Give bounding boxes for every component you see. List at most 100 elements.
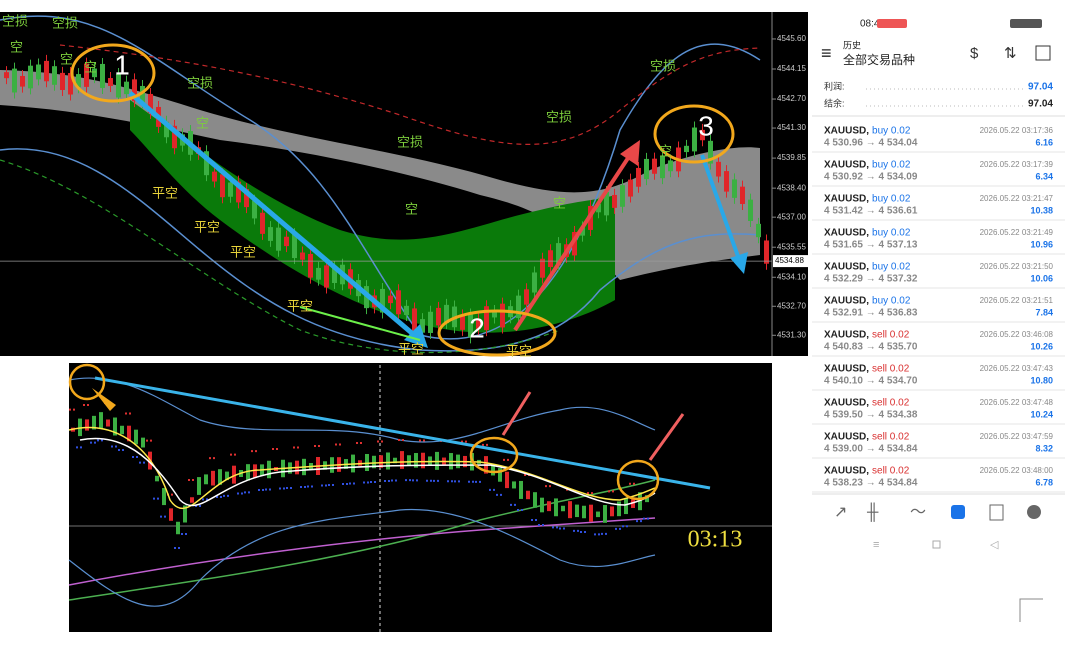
trade-side: sell 0.02 <box>872 364 910 375</box>
candle-body <box>197 477 201 495</box>
trade-row[interactable]: XAUUSD, sell 0.024 540.83 → 4 535.70 2026.… <box>812 330 1065 357</box>
candle-body <box>436 307 441 326</box>
candle-body <box>612 194 617 208</box>
trade-row[interactable]: XAUUSD, sell 0.024 540.10 → 4 534.70 2026.… <box>812 364 1065 391</box>
trade-side: sell 0.02 <box>872 432 910 443</box>
candle-body <box>547 501 551 512</box>
status-time: 08:48 <box>860 19 885 30</box>
profit-label: 利润: <box>824 80 845 91</box>
candle-body <box>172 125 177 149</box>
candle-body <box>724 171 729 192</box>
candle-body <box>519 480 523 499</box>
candle-body <box>204 151 209 176</box>
candle-body <box>183 505 187 523</box>
candle-body <box>540 497 544 513</box>
trade-prices: 4 540.83 → 4 535.70 <box>824 342 918 353</box>
bottom-chart-bg <box>69 363 772 632</box>
trade-profit: 6.16 <box>1035 137 1053 147</box>
trade-row[interactable]: XAUUSD, buy 0.024 532.91 → 4 536.83 2026.0… <box>812 296 1065 323</box>
trade-side: buy 0.02 <box>872 228 911 239</box>
candle-body <box>580 227 585 236</box>
trade-row[interactable]: XAUUSD, sell 0.024 539.50 → 4 534.38 2026.… <box>812 398 1065 425</box>
calendar-icon[interactable] <box>1035 45 1051 61</box>
candle-body <box>92 415 96 430</box>
candle-body <box>561 505 565 512</box>
candle-body <box>268 227 273 241</box>
candle-body <box>604 191 609 216</box>
y-tick-label: 4545.60 <box>777 34 806 43</box>
candle-body <box>645 495 649 503</box>
chart-annotation: 空损 <box>187 75 213 90</box>
nav-icon[interactable]: ◁ <box>990 539 999 551</box>
tool-icon[interactable]: 〜 <box>910 504 926 521</box>
candle-body <box>644 158 649 180</box>
current-price-label: 4534.88 <box>775 256 804 265</box>
trade-row[interactable]: XAUUSD, sell 0.024 538.23 → 4 534.84 2026.… <box>812 466 1065 493</box>
candle-body <box>596 203 601 213</box>
candle-body <box>476 318 481 329</box>
trade-row[interactable]: XAUUSD, buy 0.024 531.65 → 4 537.13 2026.0… <box>812 228 1065 255</box>
tool-icon[interactable]: ↗ <box>834 504 847 521</box>
marker-label: 3 <box>698 110 714 141</box>
chart-annotation: 平空 <box>287 298 313 313</box>
candle-body <box>380 288 385 313</box>
trade-symbol: XAUUSD, <box>824 330 869 341</box>
trade-side: buy 0.02 <box>872 126 911 137</box>
trade-row[interactable]: XAUUSD, buy 0.024 532.29 → 4 537.32 2026.0… <box>812 262 1065 289</box>
chart-annotation: 空 <box>10 39 23 54</box>
corner-mark <box>1019 598 1043 622</box>
trade-row[interactable]: XAUUSD, buy 0.024 531.42 → 4 536.61 2026.0… <box>812 194 1065 221</box>
band-line <box>0 148 761 352</box>
candle-body <box>732 179 737 198</box>
chart-annotation: 空损 <box>2 13 28 28</box>
candle-body <box>386 452 390 470</box>
sort-icon[interactable]: ⇅ <box>1004 45 1017 62</box>
arrow <box>92 388 116 411</box>
trade-row[interactable]: XAUUSD, buy 0.024 530.92 → 4 534.09 2026.0… <box>812 160 1065 187</box>
trade-row[interactable]: XAUUSD, buy 0.024 530.96 → 4 534.04 2026.0… <box>812 126 1065 153</box>
candle-body <box>596 511 600 518</box>
candle-body <box>582 505 586 519</box>
candle-body <box>379 455 383 468</box>
nav-icon[interactable] <box>932 540 941 549</box>
tool-icon[interactable]: ╫ <box>866 502 879 522</box>
trend-line <box>94 376 711 490</box>
candle-body <box>668 160 673 172</box>
chart-annotation: 空 <box>84 59 97 74</box>
candle-body <box>512 481 516 489</box>
candle-body <box>603 504 607 523</box>
nav-icon[interactable]: ≡ <box>873 539 879 551</box>
trade-profit: 10.06 <box>1030 273 1053 283</box>
candle-body <box>113 417 117 436</box>
trade-row[interactable]: XAUUSD, sell 0.024 539.00 → 4 534.84 2026.… <box>812 432 1065 459</box>
trade-time: 2026.05.22 03:47:48 <box>980 398 1054 407</box>
candle-body <box>636 167 641 187</box>
candle-body <box>684 145 689 153</box>
candle-body <box>141 437 145 448</box>
candle-body <box>76 74 81 88</box>
menu-icon[interactable]: ≡ <box>821 43 832 63</box>
tool-icon[interactable] <box>1027 505 1041 519</box>
tool-icon-active[interactable] <box>951 505 965 519</box>
candle-body <box>155 475 159 482</box>
chart-annotation: 平空 <box>152 185 178 200</box>
candle-body <box>620 185 625 207</box>
candle-body <box>421 452 425 469</box>
candle-body <box>127 425 131 442</box>
trade-symbol: XAUUSD, <box>824 432 869 443</box>
currency-icon[interactable]: $ <box>970 45 979 62</box>
candle-body <box>505 471 509 489</box>
candle-body <box>365 453 369 472</box>
trade-time: 2026.05.22 03:47:59 <box>980 432 1054 441</box>
candle-body <box>84 63 89 87</box>
candle-body <box>20 75 25 87</box>
tool-icon[interactable] <box>989 504 1004 521</box>
arrow-head <box>404 324 428 348</box>
chart-annotation: 空 <box>553 195 566 210</box>
candle-body <box>628 179 633 197</box>
ma-line <box>68 517 656 586</box>
trade-time: 2026.05.22 03:47:43 <box>980 364 1054 373</box>
candle-body <box>652 158 657 174</box>
candle-body <box>460 315 465 330</box>
trade-profit: 6.34 <box>1035 171 1053 181</box>
